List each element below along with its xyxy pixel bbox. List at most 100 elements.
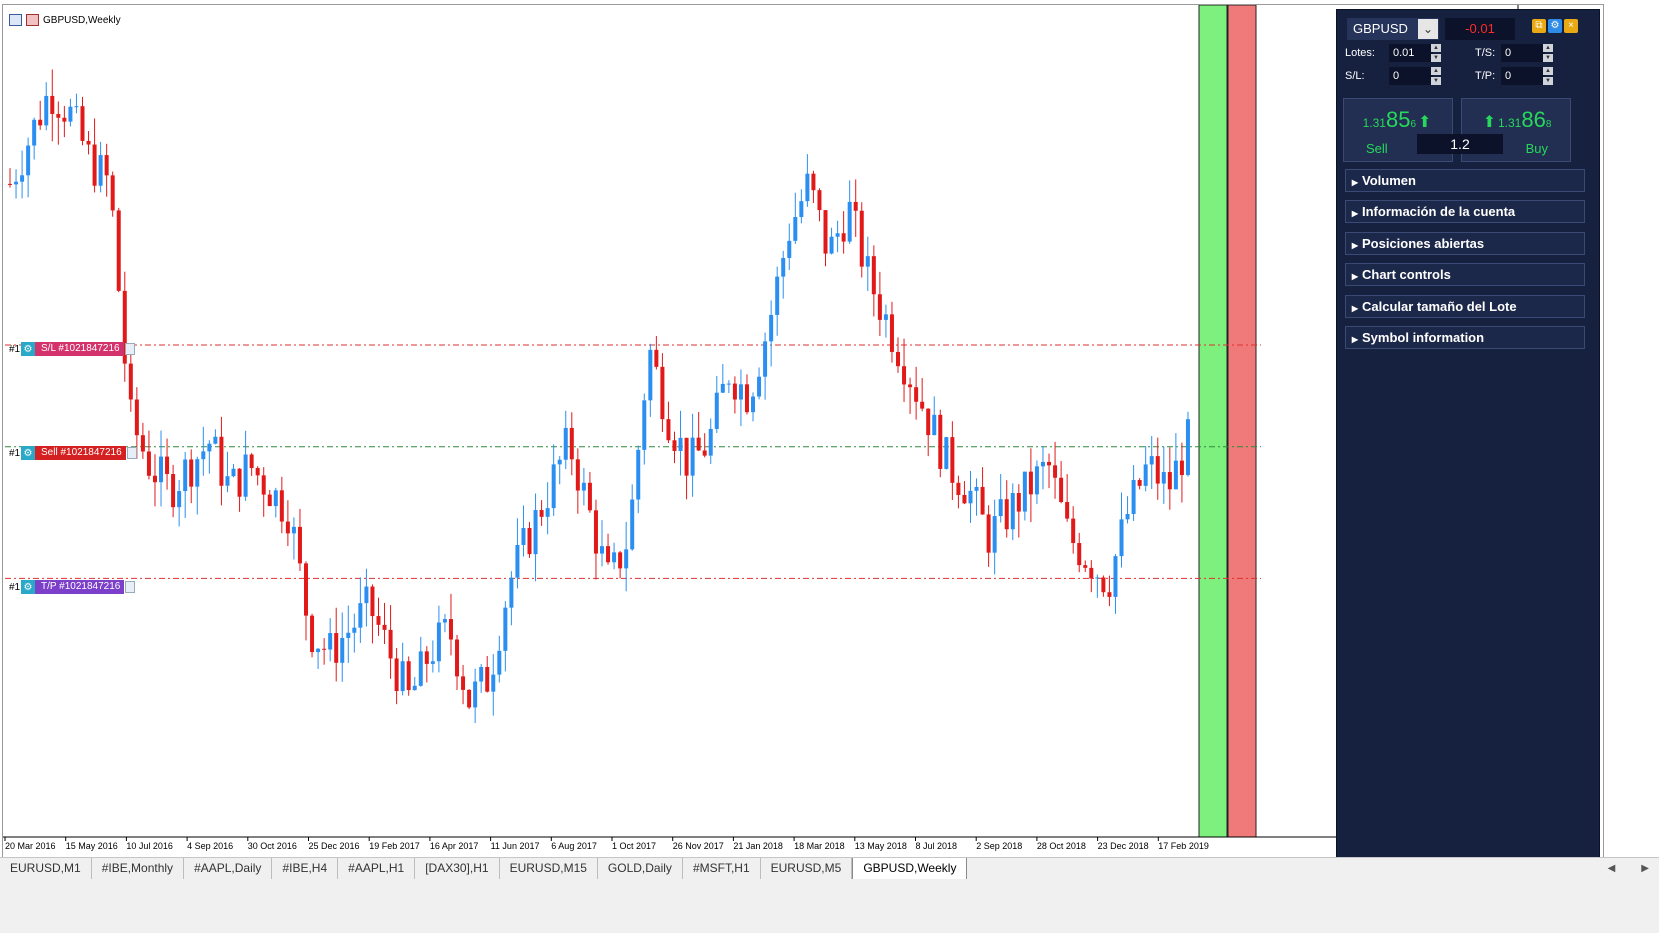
status-bar: [0, 879, 1659, 933]
candle-body: [364, 586, 369, 604]
candle-body: [1047, 461, 1052, 466]
candle-body: [382, 624, 387, 630]
candle-body: [152, 475, 157, 483]
candle-body: [183, 459, 188, 492]
tab-eurusd-m1[interactable]: EURUSD,M1: [0, 858, 92, 879]
candle-body: [998, 499, 1003, 517]
lot-size-input[interactable]: 1.2: [1417, 134, 1503, 154]
gear-icon[interactable]: ⚙: [21, 446, 35, 460]
candle-body: [261, 475, 266, 495]
gear-icon[interactable]: ⚙: [21, 580, 35, 594]
section-calcular-lote[interactable]: ▶ Calcular tamaño del Lote: [1345, 295, 1585, 318]
candle-body: [370, 586, 375, 617]
sl-order-label[interactable]: #1 ⚙ S/L #1021847216: [9, 342, 135, 356]
tp-order-label[interactable]: #1 ⚙ T/P #1021847216: [9, 580, 136, 594]
tab-ibe-h4[interactable]: #IBE,H4: [272, 858, 339, 879]
candle-body: [38, 119, 43, 126]
copy-icon[interactable]: ⧉: [1532, 19, 1546, 33]
candle-body: [944, 437, 949, 469]
lotes-label: Lotes:: [1345, 47, 1375, 59]
candle-body: [1131, 480, 1136, 514]
candle-body: [461, 676, 466, 690]
candle-body: [853, 201, 858, 211]
candle-body: [974, 486, 979, 491]
candle-body: [811, 173, 816, 191]
close-icon[interactable]: ×: [1564, 19, 1578, 33]
sl-input[interactable]: 0: [1389, 67, 1433, 85]
candle-body: [908, 384, 913, 388]
candle-body: [738, 384, 743, 400]
candle-body: [1119, 519, 1124, 557]
candle-body: [110, 175, 115, 211]
lotes-input[interactable]: 0.01: [1389, 44, 1433, 62]
tab-aapl-h1[interactable]: #AAPL,H1: [338, 858, 416, 879]
candle-body: [189, 459, 194, 487]
settings-icon[interactable]: ⚙: [1548, 19, 1562, 33]
candle-body: [219, 436, 224, 486]
candle-body: [304, 563, 308, 616]
drag-handle-icon[interactable]: [124, 343, 135, 355]
tab-gold-daily[interactable]: GOLD,Daily: [598, 858, 683, 879]
chart-window-icon: [9, 14, 22, 26]
candle-body: [1113, 556, 1118, 597]
tab-ibe-monthly[interactable]: #IBE,Monthly: [92, 858, 185, 879]
red-signal-band: [1227, 5, 1257, 838]
candle-body: [1028, 471, 1033, 495]
tab-dax30-h1[interactable]: [DAX30],H1: [415, 858, 500, 879]
candle-body: [267, 494, 272, 507]
candle-body: [497, 650, 502, 675]
tp-input[interactable]: 0: [1501, 67, 1545, 85]
drag-handle-icon[interactable]: [125, 581, 136, 593]
tp-stepper[interactable]: ▲ ▼: [1543, 67, 1553, 85]
sell-order-text: Sell #1021847216: [35, 446, 126, 460]
ts-stepper[interactable]: ▲ ▼: [1543, 44, 1553, 62]
symbol-select[interactable]: GBPUSD ⌄: [1347, 18, 1439, 40]
section-posiciones[interactable]: ▶ Posiciones abiertas: [1345, 232, 1585, 255]
section-info-cuenta[interactable]: ▶ Información de la cuenta: [1345, 200, 1585, 223]
buy-price: ⬆ 1.31868: [1482, 107, 1552, 132]
candle-body: [914, 387, 919, 402]
date-tick-label: 10 Jul 2016: [126, 841, 173, 851]
candle-body: [781, 257, 786, 277]
candle-body: [600, 546, 604, 554]
tab-aapl-daily[interactable]: #AAPL,Daily: [184, 858, 273, 879]
candle-body: [551, 464, 556, 509]
scroll-left-icon[interactable]: ◀: [1607, 863, 1616, 874]
lotes-stepper[interactable]: ▲ ▼: [1431, 44, 1441, 62]
tab-eurusd-m5[interactable]: EURUSD,M5: [761, 858, 853, 879]
candle-body: [485, 666, 490, 692]
candle-body: [509, 577, 514, 608]
chevron-down-icon[interactable]: ⌄: [1418, 19, 1438, 39]
trade-panel: GBPUSD ⌄ -0.01 ⧉ ⚙ × Lotes: 0.01 ▲ ▼ T/S:…: [1336, 9, 1600, 888]
candle-body: [1143, 464, 1148, 486]
candle-body: [225, 476, 230, 486]
tab-msft-h1[interactable]: #MSFT,H1: [683, 858, 761, 879]
candle-body: [871, 256, 876, 295]
chart-window[interactable]: 1.500751.488001.475251.462501.449751.437…: [2, 4, 1604, 888]
triangle-right-icon: ▶: [1351, 209, 1359, 218]
chart-window-icon-2: [26, 14, 39, 26]
section-volumen[interactable]: ▶ Volumen: [1345, 169, 1585, 192]
candle-body: [20, 175, 25, 182]
candle-body: [720, 383, 725, 393]
tab-gbpusd-weekly[interactable]: GBPUSD,Weekly: [852, 858, 968, 879]
tab-eurusd-m15[interactable]: EURUSD,M15: [500, 858, 598, 879]
candle-body: [1059, 477, 1064, 503]
candle-body: [243, 454, 248, 497]
candle-body: [430, 661, 435, 664]
sell-order-label[interactable]: #1 ⚙ Sell #1021847216: [9, 446, 137, 460]
ts-input[interactable]: 0: [1501, 44, 1545, 62]
candle-body: [708, 428, 713, 456]
candle-body: [672, 440, 677, 451]
candle-body: [279, 490, 284, 522]
gear-icon[interactable]: ⚙: [21, 342, 35, 356]
scroll-right-icon[interactable]: ▶: [1641, 863, 1649, 874]
section-symbol-info[interactable]: ▶ Symbol information: [1345, 326, 1585, 349]
date-tick-label: 17 Feb 2019: [1158, 841, 1209, 851]
drag-handle-icon[interactable]: [126, 447, 137, 459]
sl-stepper[interactable]: ▲ ▼: [1431, 67, 1441, 85]
candle-body: [883, 314, 888, 320]
date-tick-label: 6 Aug 2017: [551, 841, 597, 851]
section-chart-controls[interactable]: ▶ Chart controls: [1345, 263, 1585, 286]
